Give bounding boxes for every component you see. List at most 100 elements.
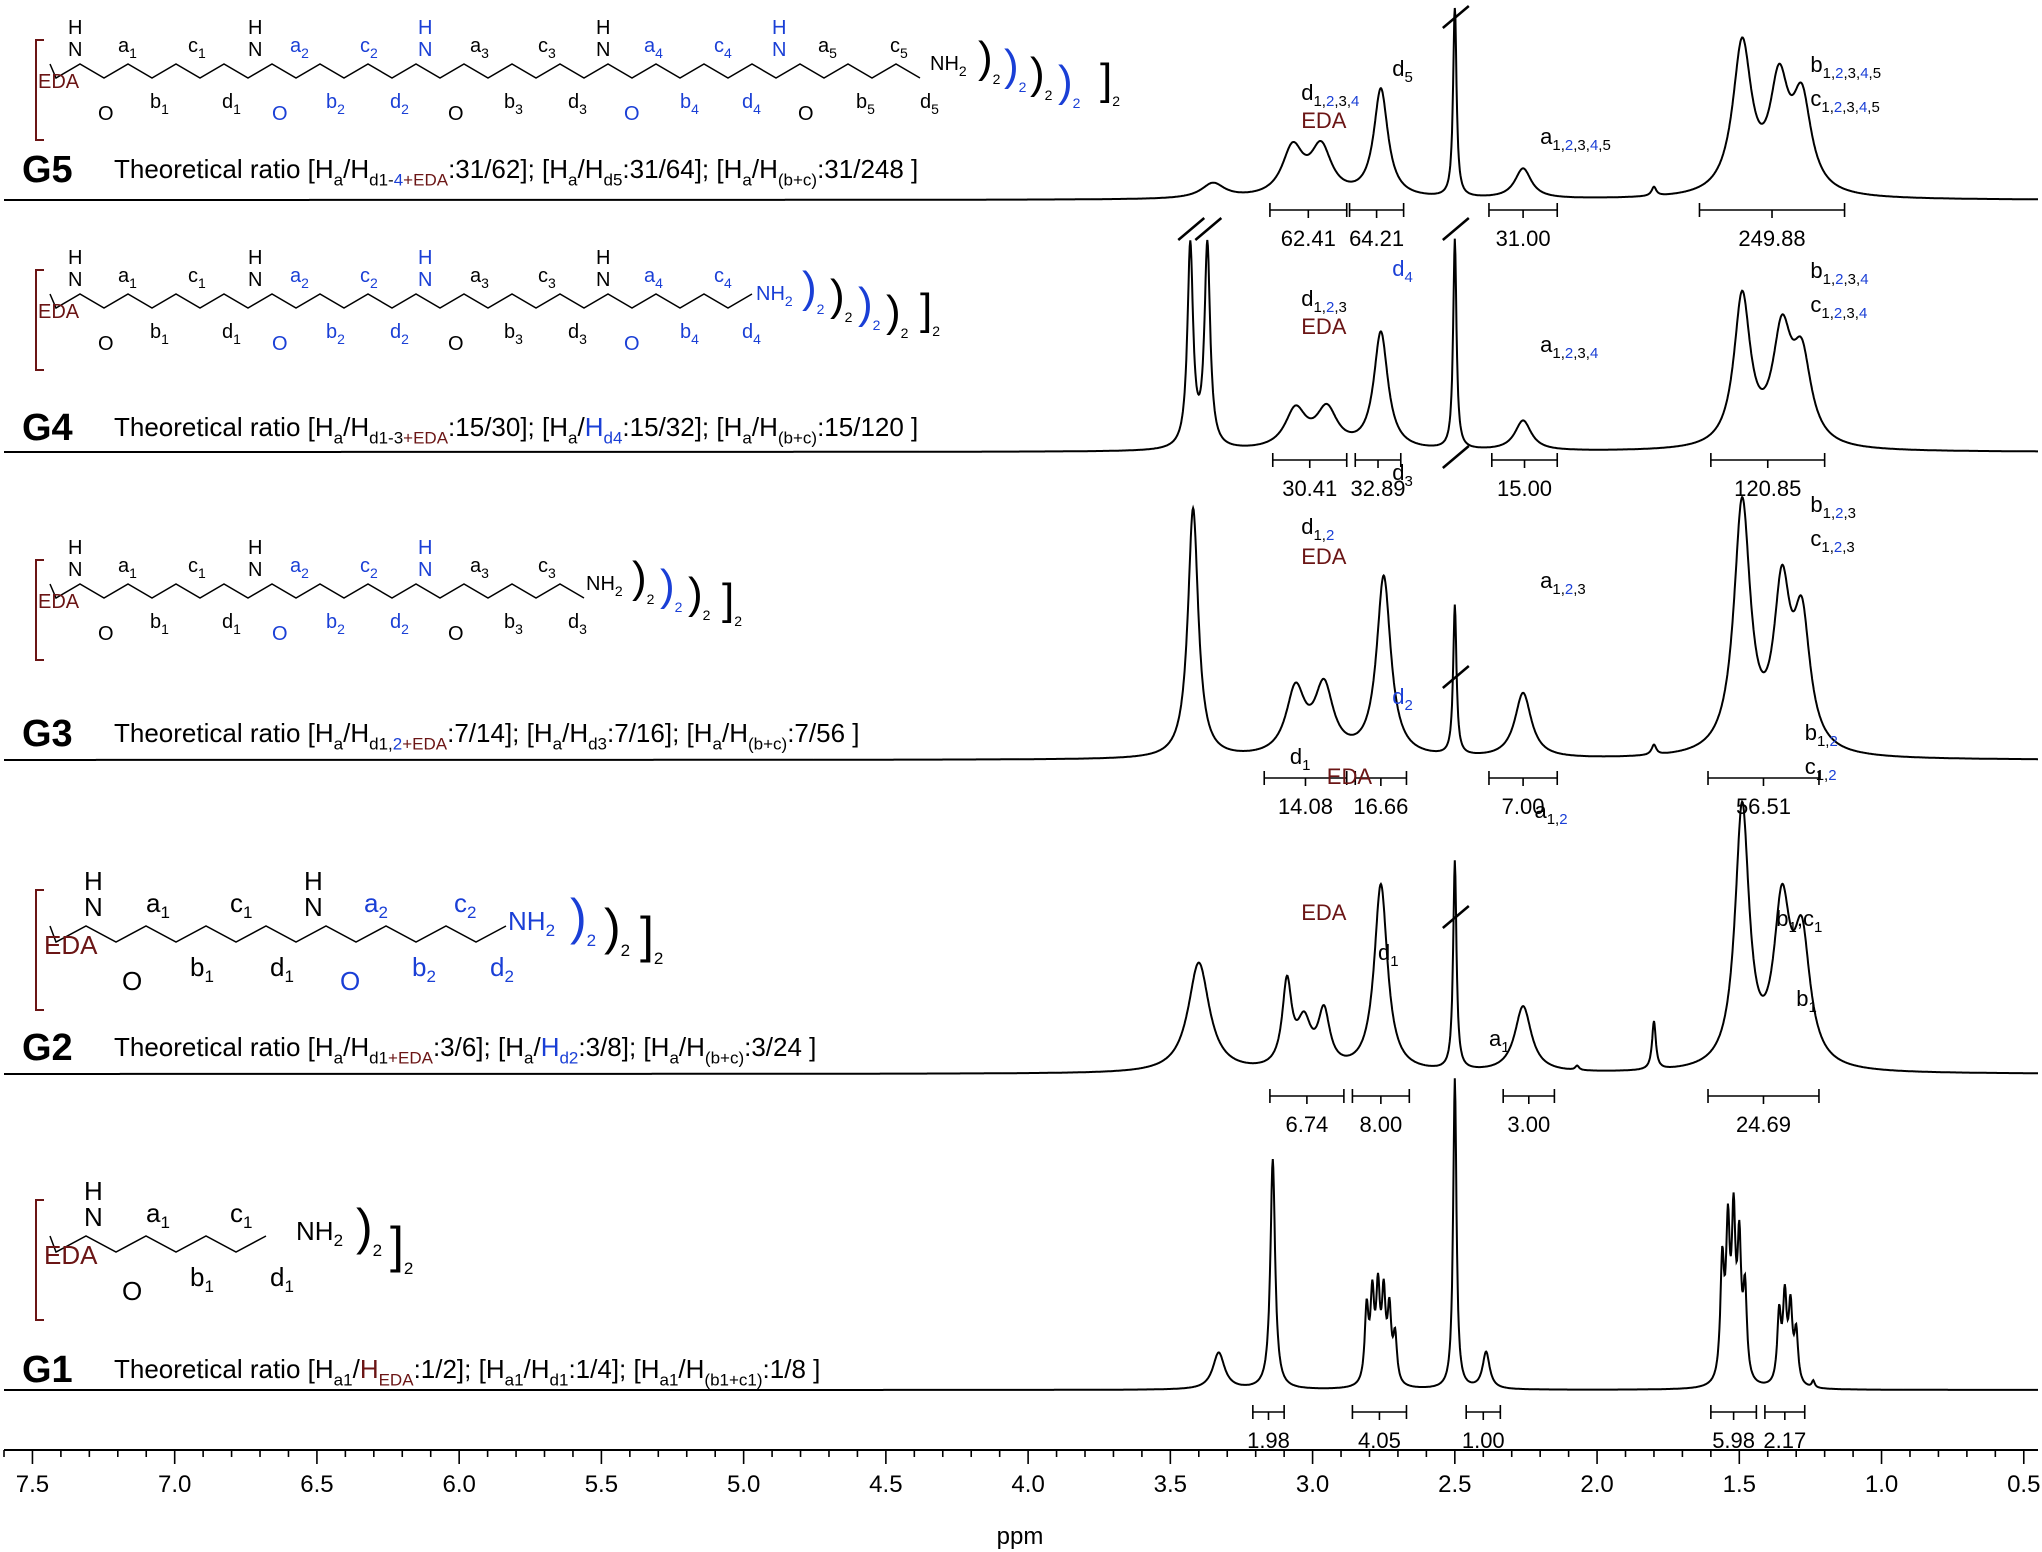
peak-label-part: b [1805, 720, 1817, 745]
structure-atom: H [418, 247, 432, 269]
peak-label-part: 1, [1313, 527, 1326, 544]
structure-atom: )2 [830, 271, 853, 325]
structure-atom: N [418, 559, 432, 581]
structure-atom: O [448, 623, 464, 645]
structure-atom: c1 [230, 1198, 252, 1232]
structure-subscript: 2 [621, 941, 630, 960]
structure-subscript: 2 [370, 45, 378, 61]
generation-label: G2 [22, 1027, 73, 1069]
structure-atom: c2 [454, 888, 476, 922]
peak-label-part: EDA [1301, 900, 1347, 925]
structure-atom: H [68, 17, 82, 39]
peak-label-part: ,3 [1844, 505, 1857, 522]
peak-label-part: b [1810, 492, 1822, 517]
peak-label-part: 1 [1808, 999, 1816, 1016]
theoretical-ratio-part: H [541, 1032, 560, 1062]
structure-subscript: 2 [873, 317, 881, 333]
structure-subscript: 4 [753, 101, 761, 117]
integral-bracket: 14.08 [1263, 771, 1348, 819]
structure-subscript: 2 [1112, 93, 1120, 109]
theoretical-ratio-part: /H [343, 718, 369, 748]
peak-label-part: 2 [1565, 137, 1573, 154]
peak-label-part: 1, [1547, 811, 1560, 828]
structure-subscript: 2 [654, 949, 663, 968]
structure-atom: d4 [742, 91, 761, 117]
peak-label-part: 1, [1821, 305, 1834, 322]
peak-label: b1,2,3 [1810, 492, 1856, 522]
x-tick-label: 7.5 [16, 1471, 49, 1498]
theoretical-ratio-part: d3 [588, 734, 607, 753]
theoretical-ratio-part: Theoretical ratio [H [114, 1032, 334, 1062]
theoretical-ratio-part: Theoretical ratio [H [114, 154, 334, 184]
structure-atom: ]2 [920, 285, 940, 339]
structure-atom: b1 [150, 91, 169, 117]
peak-label-part: 2 [1559, 811, 1567, 828]
theoretical-ratio-part: :15/30]; [H [448, 412, 568, 442]
theoretical-ratio-part: :3/6]; [H [433, 1032, 524, 1062]
structure-bracket [35, 559, 44, 661]
structure-atom: a1 [118, 35, 137, 61]
integral-value: 30.41 [1282, 476, 1337, 501]
theoretical-ratio-part: d1, [369, 734, 393, 753]
structure-subscript: 2 [504, 967, 513, 986]
structure-atom: H [596, 247, 610, 269]
peak-label-part: c [1810, 526, 1821, 551]
structure-atom: N [248, 39, 262, 61]
ppm-axis: ppm 7.5 7.0 6.5 6.0 5.5 5.0 4.5 4.0 3.5 3.0 2.5 2.0… [3, 1449, 2040, 1550]
peak-label-part: 1, [1817, 733, 1830, 750]
structure-subscript: 2 [404, 1259, 413, 1278]
structure-atom: b4 [680, 321, 699, 347]
structure-atom: )2 [604, 899, 630, 960]
structure-subscript: 2 [734, 613, 742, 629]
structure-atom: N [596, 269, 610, 291]
peak-label: a1,2,3 [1540, 568, 1586, 598]
structure-subscript: 5 [867, 101, 875, 117]
peak-label: EDA [1301, 900, 1347, 925]
peak-label-part: 4 [1404, 269, 1412, 286]
integral-bracket: 8.00 [1351, 1089, 1411, 1137]
theoretical-ratio-part: :15/120 ] [817, 412, 918, 442]
theoretical-ratio-part: /H [752, 154, 778, 184]
peak-label-part: 2 [1565, 345, 1573, 362]
x-tick-label: 7.0 [158, 1471, 191, 1498]
theoretical-ratio-part: d1-3 [369, 428, 403, 447]
theoretical-ratio-part: a [334, 170, 344, 189]
peak-label-part: ,3, [1842, 305, 1859, 322]
structure-atom: b1 [150, 321, 169, 347]
structure-atom: a2 [290, 35, 309, 61]
structure-atom: O [98, 333, 114, 355]
structure-subscript: 3 [481, 275, 489, 291]
theoretical-ratio-part: a [334, 428, 344, 447]
theoretical-ratio-part: a [334, 734, 344, 753]
structure-atom: b4 [680, 91, 699, 117]
structure-atom: NH2 [508, 906, 555, 940]
structure-atom: )2 [356, 1199, 382, 1260]
structure-atom: O [798, 103, 814, 125]
generation-label: G3 [22, 713, 73, 755]
structure-subscript: 1 [129, 275, 137, 291]
theoretical-ratio-part: a1 [334, 1370, 353, 1389]
structure-subscript: 2 [378, 903, 387, 922]
peak-label-part: b [1776, 906, 1788, 931]
theoretical-ratio-part: /H [343, 1032, 369, 1062]
integral-bracket: 64.21 [1348, 203, 1405, 251]
structure-subscript: 5 [900, 45, 908, 61]
x-tick-label: 4.5 [869, 1471, 902, 1498]
structure-subscript: 3 [548, 275, 556, 291]
peak-label-part: d [1392, 56, 1404, 81]
peak-label-part: EDA [1301, 314, 1347, 339]
structure-atom: NH2 [586, 573, 623, 599]
peak-label-part: 2 [1834, 99, 1842, 116]
structure-atom: EDA [38, 301, 80, 323]
structure-atom: b2 [412, 952, 436, 986]
structure-subscript: 2 [401, 621, 409, 637]
peak-label-part: 3 [1404, 473, 1412, 490]
peak-label-part: EDA [1301, 544, 1347, 569]
peak-label: a1,2 [1534, 798, 1567, 828]
structure-subscript: 2 [901, 325, 909, 341]
structure-subscript: 2 [932, 323, 940, 339]
structure-atom: c4 [714, 265, 732, 291]
theoretical-ratio-part: a [568, 428, 578, 447]
theoretical-ratio-part: a [524, 1048, 534, 1067]
